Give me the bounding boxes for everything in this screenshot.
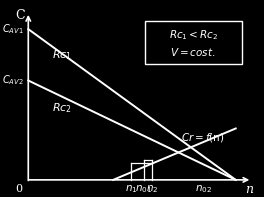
Text: $Rc_2$: $Rc_2$ xyxy=(52,101,72,115)
Text: C: C xyxy=(15,9,25,22)
Text: $n_{02}$: $n_{02}$ xyxy=(195,183,213,195)
Text: $Rc_1$: $Rc_1$ xyxy=(52,48,72,62)
Text: $n_{01}$: $n_{01}$ xyxy=(135,183,152,195)
Text: 0: 0 xyxy=(15,184,22,194)
Text: $C_{AV2}$: $C_{AV2}$ xyxy=(2,74,23,87)
Text: $C_{AV1}$: $C_{AV1}$ xyxy=(2,22,23,36)
Text: n: n xyxy=(245,183,253,196)
Text: $n_1$: $n_1$ xyxy=(125,183,137,195)
Text: $Rc_1 < Rc_2$: $Rc_1 < Rc_2$ xyxy=(169,29,218,42)
Text: $n_2$: $n_2$ xyxy=(146,183,158,195)
Text: $V = cost.$: $V = cost.$ xyxy=(171,46,216,58)
FancyBboxPatch shape xyxy=(145,21,242,64)
Text: $Cr = f(\mathrm{n})$: $Cr = f(\mathrm{n})$ xyxy=(181,131,225,144)
